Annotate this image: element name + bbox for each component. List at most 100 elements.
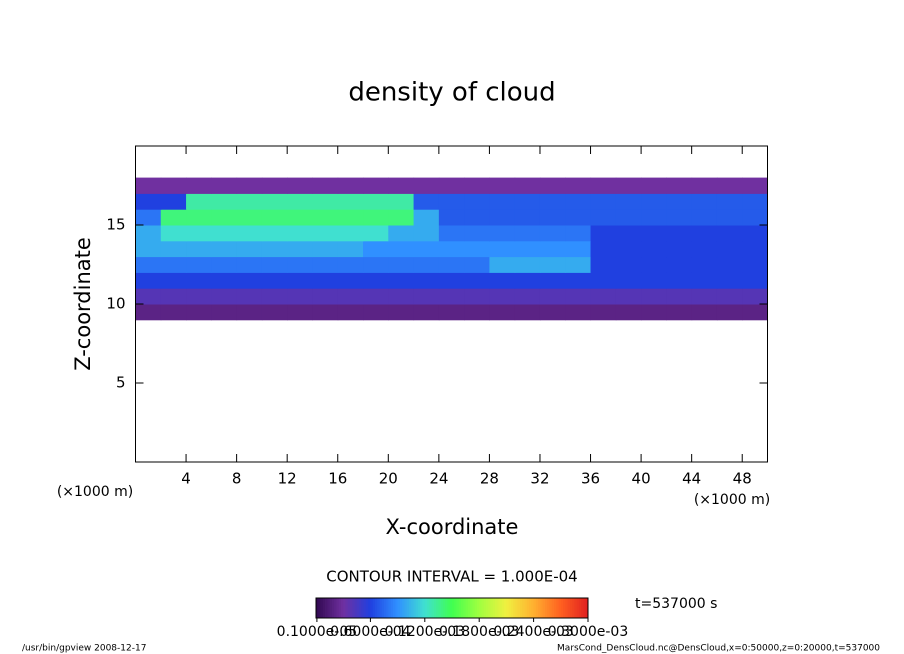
colorbar-swatch: [402, 598, 405, 618]
heat-cell: [236, 272, 263, 289]
heat-cell: [666, 288, 693, 305]
heat-cell: [236, 193, 263, 210]
colorbar-swatch: [538, 598, 541, 618]
heat-cell: [363, 193, 389, 210]
heat-cell: [211, 225, 238, 242]
heat-cell: [186, 288, 212, 305]
colorbar-swatch: [408, 598, 412, 618]
heat-cell: [261, 304, 288, 321]
x-unit-left: (×1000 m): [57, 484, 133, 500]
heat-cell: [514, 288, 541, 305]
colorbar-swatch: [556, 598, 559, 618]
heat-cell: [641, 272, 667, 289]
x-tick-label: 8: [232, 470, 242, 488]
colorbar-swatch: [526, 598, 530, 618]
colorbar-swatch: [424, 598, 428, 618]
heat-cell: [641, 288, 667, 305]
heat-cell: [160, 272, 187, 289]
colorbar-swatch: [384, 598, 387, 618]
heat-cell: [211, 209, 238, 226]
heat-cell: [312, 209, 339, 226]
heat-cell: [590, 272, 617, 289]
colorbar-swatch: [442, 598, 446, 618]
heat-cell: [716, 209, 743, 226]
heat-cell: [135, 193, 162, 210]
colorbar-swatch: [560, 598, 564, 618]
heat-cell: [615, 177, 642, 194]
heat-cell: [514, 240, 541, 258]
heat-cell: [363, 256, 389, 273]
heat-cell: [539, 240, 566, 258]
x-tick-label: 28: [480, 470, 499, 488]
heat-cell: [363, 209, 389, 226]
colorbar-swatch: [483, 598, 487, 618]
heat-cell: [211, 240, 238, 258]
colorbar-swatch: [411, 598, 414, 618]
heat-cell: [388, 177, 415, 194]
colorbar-swatch: [544, 598, 548, 618]
heat-cell: [287, 272, 313, 289]
heat-cell: [312, 256, 339, 273]
colorbar-swatch: [565, 598, 568, 618]
colorbar-swatch: [504, 598, 507, 618]
colorbar-tick-label: 0.3000e-03: [548, 624, 628, 640]
heat-cell: [236, 240, 263, 258]
heat-cell: [312, 177, 339, 194]
colorbar-swatch: [372, 598, 376, 618]
colorbar-swatch: [329, 598, 333, 618]
heat-cell: [186, 225, 212, 242]
heat-cell: [438, 225, 465, 242]
x-tick-label: 48: [733, 470, 752, 488]
heat-cell: [489, 209, 516, 226]
colorbar-swatch: [479, 598, 482, 618]
heat-cell: [388, 288, 415, 305]
colorbar-tick-label: 0.1800e-03: [439, 624, 519, 640]
colorbar-swatch: [388, 598, 392, 618]
heat-cell: [615, 256, 642, 273]
colorbar-swatch: [585, 598, 589, 618]
heat-cell: [742, 240, 768, 258]
heat-cell: [211, 304, 238, 321]
heat-cell: [135, 225, 162, 242]
heat-cell: [337, 209, 364, 226]
heat-cell: [641, 177, 667, 194]
colorbar-tick-label: 0.6000e-04: [330, 624, 411, 640]
heat-cell: [312, 240, 339, 258]
colorbar-swatch: [567, 598, 571, 618]
heat-cell: [615, 272, 642, 289]
heat-cell: [236, 177, 263, 194]
colorbar-swatch: [415, 598, 419, 618]
colorbar-swatch: [540, 598, 544, 618]
heat-cell: [287, 304, 313, 321]
heat-cell: [186, 304, 212, 321]
heat-cell: [464, 272, 490, 289]
heat-cell: [464, 240, 490, 258]
colorbar-swatch: [418, 598, 421, 618]
heat-cell: [666, 304, 693, 321]
heat-cell: [565, 209, 592, 226]
colorbar-swatch: [572, 598, 575, 618]
colorbar-swatch: [379, 598, 383, 618]
heat-cell: [666, 272, 693, 289]
heat-cell: [742, 272, 768, 289]
colorbar-swatch: [490, 598, 494, 618]
heat-cell: [742, 225, 768, 242]
heat-cell: [666, 256, 693, 273]
heat-cell: [489, 240, 516, 258]
heat-cell: [565, 240, 592, 258]
heat-cell: [615, 288, 642, 305]
heat-cell: [716, 256, 743, 273]
colorbar-swatch: [517, 598, 521, 618]
colorbar-swatch: [576, 598, 580, 618]
heat-cell: [716, 272, 743, 289]
heat-cell: [261, 256, 288, 273]
colorbar-swatch: [413, 598, 417, 618]
colorbar-frame: [315, 597, 589, 619]
heat-cell: [514, 272, 541, 289]
x-tick-label: 16: [328, 470, 347, 488]
heat-cell: [641, 304, 667, 321]
x-tick-label: 12: [278, 470, 297, 488]
heat-cell: [413, 288, 440, 305]
heat-cell: [413, 240, 440, 258]
colorbar-swatch: [422, 598, 426, 618]
